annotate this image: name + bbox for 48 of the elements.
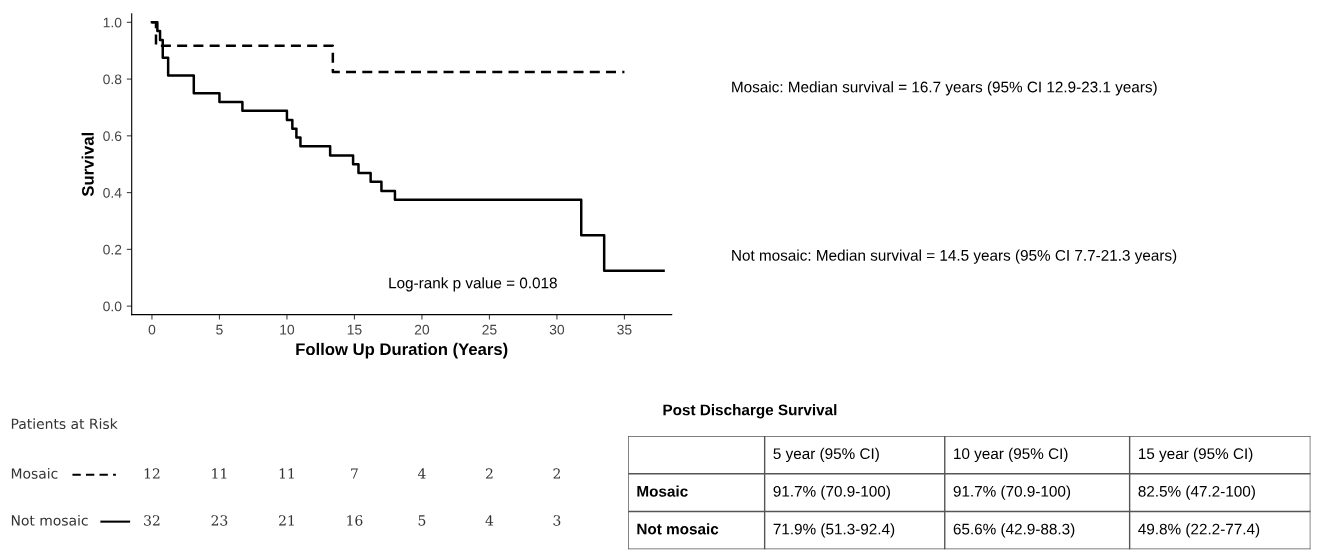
text: 12 <box>144 468 160 479</box>
category-label: Not mosaic <box>637 523 719 535</box>
category-label: Mosaic <box>637 485 688 497</box>
text: 11 <box>212 468 227 479</box>
text: 4 <box>485 515 494 526</box>
text: 82.5% (47.2-100) <box>1138 485 1255 500</box>
text: Mosaic: Median survival = 16.7 years (95% CI 12.9-23.1 years) <box>732 81 1157 96</box>
x-tick-label: 30 <box>549 324 565 335</box>
x-axis-title: Follow Up Duration (Years) <box>296 342 508 359</box>
x-tick-label: 0 <box>148 324 156 335</box>
y-tick-label: 0.6 <box>103 131 122 142</box>
text: 2 <box>485 468 493 479</box>
y-axis-title: Survival <box>81 132 94 197</box>
x-tick-label: 15 <box>347 324 362 335</box>
text: 5 <box>418 515 426 526</box>
x-tick-label: 20 <box>414 324 430 335</box>
text: 71.9% (51.3-92.4) <box>773 523 895 538</box>
text: Not mosaic: Median survival = 14.5 years (95% CI 7.7-21.3 years) <box>732 249 1177 264</box>
y-tick-label: 0.2 <box>103 244 122 255</box>
category-label: Mosaic <box>11 468 58 479</box>
text: 23 <box>211 515 228 526</box>
category-label: 5 year (95% CI) <box>773 447 879 463</box>
text: 32 <box>144 515 160 526</box>
y-tick-label: 0.0 <box>103 301 122 312</box>
text: 2 <box>553 468 560 479</box>
x-tick-label: 5 <box>216 324 223 335</box>
y-tick-label: 0.8 <box>103 74 122 85</box>
x-tick-label: 35 <box>617 324 632 335</box>
category-label: 15 year (95% CI) <box>1138 447 1253 463</box>
text: Post Discharge Survival <box>663 404 837 419</box>
text: 65.6% (42.9-88.3) <box>953 523 1075 538</box>
text: 21 <box>279 515 294 526</box>
text: Patients at Risk <box>11 418 118 430</box>
x-tick-label: 25 <box>482 324 497 335</box>
x-tick-label: 10 <box>280 324 295 335</box>
text: 11 <box>279 468 294 479</box>
text: 4 <box>417 468 426 479</box>
category-label: 10 year (95% CI) <box>954 447 1068 463</box>
text: 16 <box>347 515 363 526</box>
text: 91.7% (70.9-100) <box>953 485 1071 500</box>
y-tick-label: 1.0 <box>103 17 122 28</box>
text: 91.7% (70.9-100) <box>773 485 890 500</box>
category-label: Not mosaic <box>11 514 88 526</box>
annotation: Log-rank p value = 0.018 <box>389 277 557 292</box>
text: 49.8% (22.2-77.4) <box>1138 523 1260 538</box>
text: 3 <box>553 515 561 526</box>
text: 7 <box>351 468 358 479</box>
y-tick-label: 0.4 <box>103 187 122 198</box>
